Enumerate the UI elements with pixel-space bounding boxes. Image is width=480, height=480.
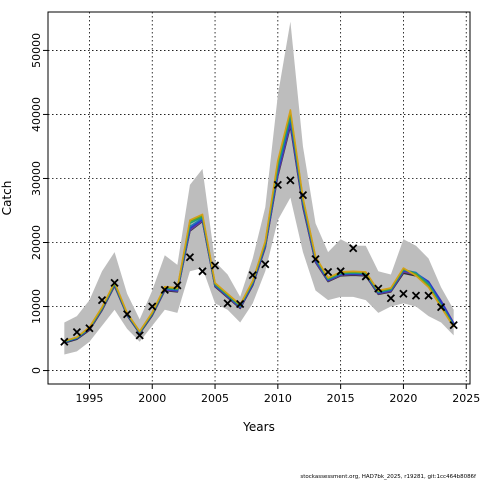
- observation-point-2001: [160, 285, 169, 295]
- x-axis-title: Years: [242, 420, 275, 434]
- observation-point-2002: [173, 281, 182, 290]
- observation-point-1995: [85, 324, 94, 333]
- observation-point-2013: [311, 255, 320, 264]
- observation-point-1998: [122, 310, 132, 319]
- observation-point-2014: [323, 267, 333, 277]
- observation-point-2022: [424, 291, 433, 300]
- x-tick-label-4: 2015: [327, 392, 355, 405]
- y-tick-label-3: 30000: [30, 161, 43, 196]
- observation-point-2007: [236, 299, 245, 309]
- observation-point-1997: [110, 278, 119, 287]
- credit-text: stockassessment.org, HAD7bk_2025, r19281…: [300, 474, 477, 480]
- observation-point-2000: [148, 302, 157, 311]
- observation-point-2021: [411, 291, 421, 300]
- observation-point-2004: [198, 267, 207, 276]
- y-axis-title: Catch: [0, 181, 14, 216]
- series-layer: [64, 109, 455, 344]
- grid-lines: [48, 12, 470, 384]
- y-tick-label-0: 0: [30, 367, 43, 374]
- y-tick-label-1: 10000: [30, 289, 43, 324]
- observation-point-2010: [273, 180, 282, 190]
- y-tick-label-5: 50000: [30, 33, 43, 68]
- observation-point-2011: [286, 176, 295, 185]
- observation-point-2024: [449, 320, 458, 330]
- observation-point-1996: [97, 295, 107, 305]
- observation-point-1999: [135, 331, 144, 340]
- y-tick-label-4: 40000: [30, 97, 43, 132]
- observation-point-2008: [248, 271, 257, 280]
- x-tick-label-1: 2000: [138, 392, 166, 405]
- observation-point-2019: [386, 294, 396, 303]
- x-tick-label-0: 1995: [75, 392, 103, 405]
- x-tick-label-3: 2010: [264, 392, 292, 405]
- axes: 1995 2000 2005 2010 2015 2020 2025 0 10000 20000 3…: [30, 33, 480, 405]
- observation-point-1994: [72, 328, 82, 337]
- y-tick-label-2: 20000: [30, 225, 43, 260]
- observations-layer: [60, 176, 458, 346]
- observation-point-2012: [298, 190, 308, 200]
- observation-point-2018: [374, 284, 383, 293]
- observation-point-2003: [185, 253, 195, 262]
- observation-point-2005: [210, 261, 220, 270]
- observation-point-1993: [60, 337, 69, 346]
- x-tick-label-6: 2025: [452, 392, 480, 405]
- observation-point-2020: [399, 289, 408, 298]
- observation-point-2015: [336, 267, 345, 276]
- observation-point-2006: [223, 299, 232, 308]
- observation-point-2023: [436, 303, 446, 312]
- plot-frame: [47, 11, 471, 385]
- observation-point-2016: [349, 244, 358, 253]
- x-tick-label-2: 2005: [201, 392, 229, 405]
- x-tick-label-5: 2020: [389, 392, 417, 405]
- observation-point-2009: [261, 260, 270, 269]
- observation-point-2017: [361, 272, 370, 281]
